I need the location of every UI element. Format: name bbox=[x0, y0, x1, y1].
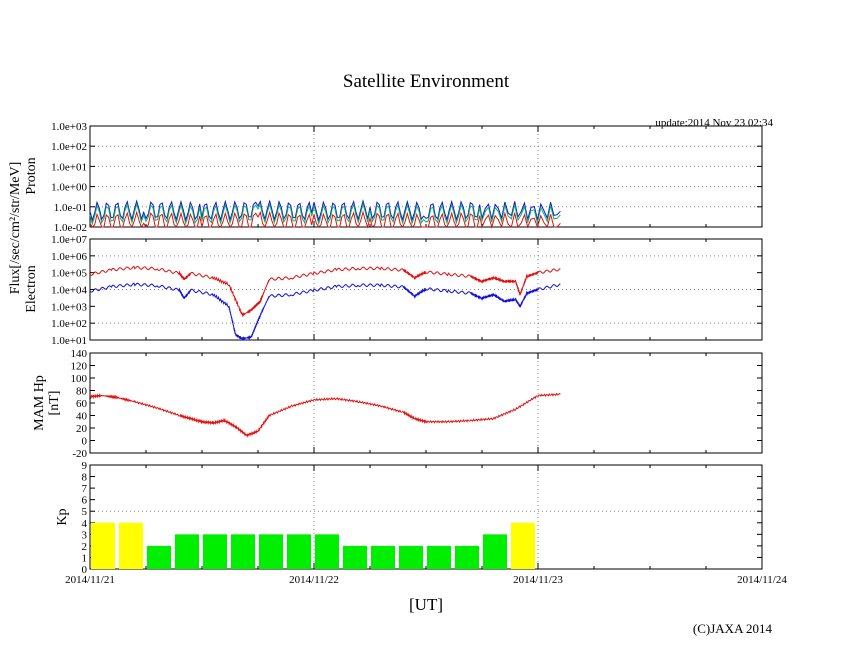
kp-y-tick-label: 3 bbox=[82, 529, 88, 541]
mam-hp-y-tick-label: 20 bbox=[76, 423, 88, 435]
kp-y-tick-label: 9 bbox=[82, 460, 88, 472]
proton-y-tick-label: 1.0e-02 bbox=[54, 222, 87, 234]
kp-bar bbox=[511, 522, 535, 569]
proton-blue-line bbox=[89, 199, 561, 223]
mam-hp-y-tick-label: 120 bbox=[71, 361, 88, 373]
x-tick-label: 2014/11/24 bbox=[737, 574, 787, 586]
kp-bar bbox=[343, 545, 367, 569]
x-tick-label: 2014/11/21 bbox=[65, 574, 115, 586]
update-timestamp: update:2014 Nov 23 02:34 bbox=[655, 117, 773, 129]
x-axis-label: [UT] bbox=[409, 595, 443, 614]
figure-title: Satellite Environment bbox=[343, 71, 510, 92]
proton-y-tick-label: 1.0e+00 bbox=[51, 182, 87, 194]
kp-bar bbox=[231, 534, 255, 569]
mam-hp-y-tick-label: 100 bbox=[71, 373, 88, 385]
proton-green-line bbox=[89, 202, 561, 226]
electron-blue-line bbox=[89, 282, 561, 342]
electron-y-tick-label: 1.0e+06 bbox=[51, 251, 87, 263]
kp-y-tick-label: 6 bbox=[82, 495, 88, 507]
kp-bar bbox=[91, 522, 115, 569]
electron-y-tick-label: 1.0e+03 bbox=[51, 301, 87, 313]
kp-bar bbox=[371, 545, 395, 569]
mam-hp-red-line bbox=[89, 392, 561, 438]
kp-bar bbox=[427, 545, 451, 569]
proton-y-tick-label: 1.0e+03 bbox=[51, 121, 87, 133]
tick-layer: 1.0e+03 1.0e+02 1.0e+01 1.0e+00 1.0e-01 1.0e-… bbox=[51, 121, 763, 576]
kp-bar bbox=[455, 545, 479, 569]
kp-y-tick-label: 8 bbox=[82, 472, 88, 484]
proton-red-line bbox=[89, 210, 561, 229]
electron-y-tick-label: 1.0e+05 bbox=[51, 268, 87, 280]
mam-hp-y-tick-label: 140 bbox=[71, 348, 88, 360]
grid-layer bbox=[90, 126, 762, 569]
kp-y-tick-label: 0 bbox=[82, 564, 88, 576]
electron-red-line bbox=[89, 265, 561, 318]
proton-y-tick-label: 1.0e+02 bbox=[51, 141, 87, 153]
kp-y-tick-label: 4 bbox=[82, 518, 88, 530]
mam-hp-axis-label: MAM Hp bbox=[32, 375, 47, 431]
proton-panel bbox=[89, 125, 763, 228]
mam-hp-y-tick-label: -20 bbox=[72, 448, 87, 460]
kp-bar bbox=[399, 545, 423, 569]
electron-y-tick-label: 1.0e+02 bbox=[51, 318, 87, 330]
electron-y-tick-label: 1.0e+01 bbox=[51, 335, 87, 347]
mam-hp-y-tick-label: 40 bbox=[76, 411, 88, 423]
proton-axis-label: Proton bbox=[24, 157, 39, 194]
x-tick-label: 2014/11/23 bbox=[513, 574, 563, 586]
electron-y-tick-label: 1.0e+04 bbox=[51, 285, 87, 297]
electron-axis-label: Electron bbox=[24, 265, 39, 312]
kp-bar bbox=[315, 534, 339, 569]
electron-y-tick-label: 1.0e+07 bbox=[51, 234, 87, 246]
kp-y-tick-label: 7 bbox=[82, 483, 88, 495]
proton-y-tick-label: 1.0e+01 bbox=[51, 161, 87, 173]
kp-bar bbox=[147, 545, 171, 569]
kp-y-tick-label: 5 bbox=[82, 506, 88, 518]
mam-hp-unit-label: [nT] bbox=[47, 391, 62, 416]
flux-axis-label: Flux[/sec/cm²/str/MeV] bbox=[8, 162, 23, 295]
kp-bar bbox=[203, 534, 227, 569]
mam-hp-y-tick-label: 80 bbox=[76, 386, 88, 398]
mam-hp-panel bbox=[89, 352, 763, 454]
kp-axis-label: Kp bbox=[55, 508, 70, 525]
mam-hp-y-tick-label: 0 bbox=[82, 436, 88, 448]
kp-bar bbox=[483, 534, 507, 569]
kp-bar bbox=[259, 534, 283, 569]
kp-y-tick-label: 2 bbox=[82, 541, 88, 553]
copyright-text: (C)JAXA 2014 bbox=[693, 621, 773, 636]
kp-bar bbox=[287, 534, 311, 569]
kp-bar bbox=[119, 522, 143, 569]
kp-bar bbox=[175, 534, 199, 569]
mam-hp-y-tick-label: 60 bbox=[76, 398, 88, 410]
data-layer bbox=[89, 199, 561, 569]
proton-y-tick-label: 1.0e-01 bbox=[54, 202, 87, 214]
x-tick-label: 2014/11/22 bbox=[289, 574, 339, 586]
kp-y-tick-label: 1 bbox=[82, 552, 88, 564]
